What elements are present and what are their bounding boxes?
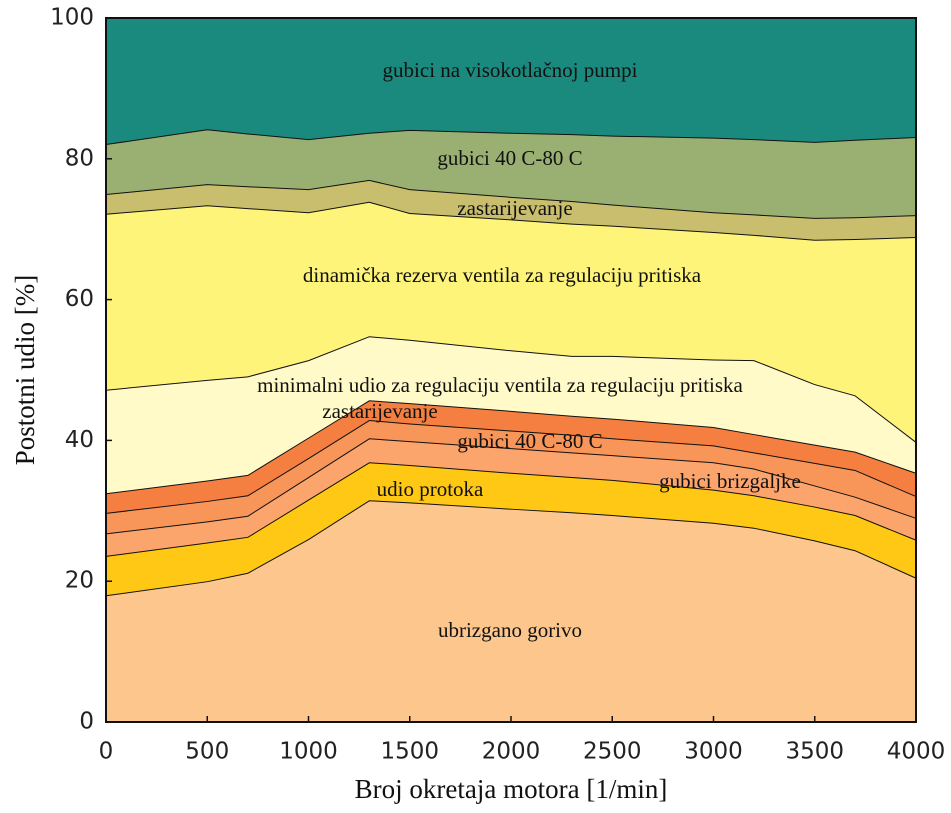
x-axis-title: Broj okretaja motora [1/min] [355, 774, 668, 804]
y-tick-label: 60 [65, 286, 94, 312]
area-label: ubrizgano gorivo [438, 618, 582, 642]
area-label: gubici 40 C-80 C [437, 146, 582, 170]
area [106, 438, 916, 556]
area [106, 500, 916, 722]
x-tick-label: 1500 [380, 739, 439, 765]
y-axis-title: Postotni udio [%] [10, 275, 40, 466]
area-label: gubici brizgaljke [659, 469, 801, 493]
x-tick-label: 500 [185, 739, 229, 765]
x-tick-label: 3000 [684, 739, 743, 765]
area [106, 419, 916, 534]
area [106, 400, 916, 513]
area-label: gubici 40 C-80 C [457, 429, 602, 453]
area [106, 336, 916, 494]
area-label: udio protoka [377, 477, 484, 501]
y-tick-label: 0 [79, 709, 94, 735]
area [106, 179, 916, 240]
x-tick-label: 3500 [785, 739, 844, 765]
x-tick-label: 4000 [887, 739, 946, 765]
area-label: minimalni udio za regulaciju ventila za … [257, 373, 743, 397]
x-tick-label: 0 [99, 739, 114, 765]
area [106, 462, 916, 596]
x-tick-label: 1000 [279, 739, 338, 765]
area-label: zastarijevanje [457, 196, 572, 220]
area [106, 129, 916, 218]
area-label: zastarijevanje [322, 399, 437, 423]
area [106, 201, 916, 442]
area-label: dinamička rezerva ventila za regulaciju … [303, 263, 702, 287]
y-tick-label: 20 [65, 568, 94, 594]
y-tick-label: 100 [50, 5, 94, 31]
y-tick-label: 40 [65, 427, 94, 453]
area [106, 18, 916, 145]
x-tick-label: 2000 [482, 739, 541, 765]
area-label: gubici na visokotlačnoj pumpi [383, 58, 638, 82]
y-tick-label: 80 [65, 145, 94, 171]
x-tick-label: 2500 [583, 739, 642, 765]
